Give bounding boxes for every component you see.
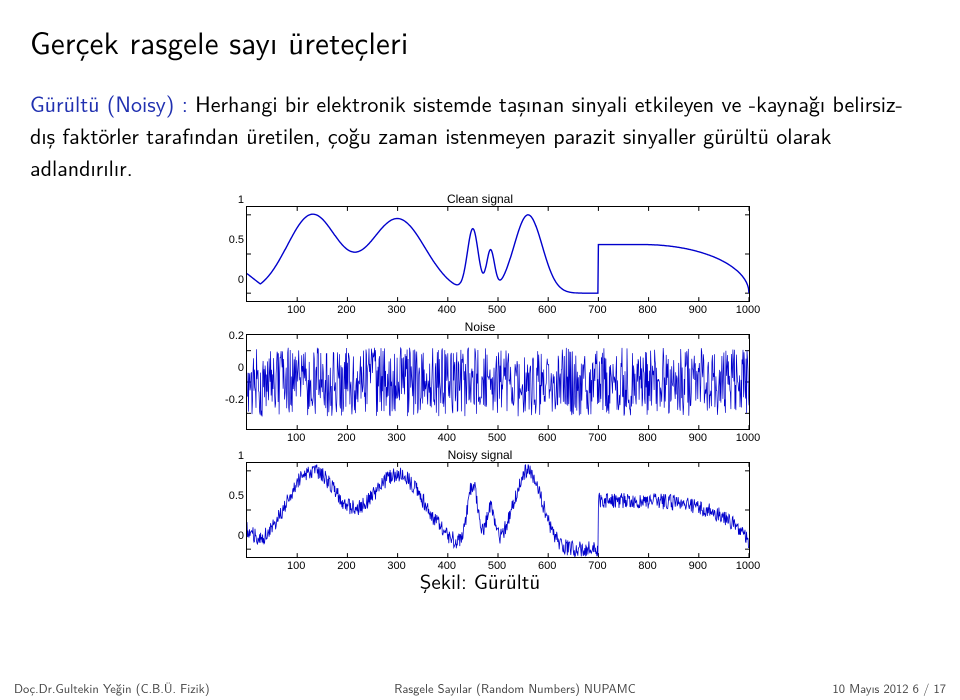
y-tick-labels: 00.51 [210,448,244,544]
slide: Gerçek rasgele sayı üreteçleri Gürültü (… [0,0,960,700]
footer-page: 10 Mayıs 2012 6 / 17 [756,679,960,697]
chart-noise: Noise -0.200.2 1002003004005006007008009… [210,320,750,430]
axes [246,206,750,302]
chart-title: Noisy signal [210,448,750,462]
axes [246,462,750,558]
y-tick-labels: 00.51 [210,192,244,288]
footer-author: Doç.Dr.Gultekin Yeğin (C.B.Ü. Fizik) [0,679,274,697]
figure-block: Clean signal 00.51 100200300400500600700… [210,192,750,596]
chart-noisy-signal: Noisy signal 00.51 100200300400500600700… [210,448,750,558]
definition-term: Gürültü (Noisy) : [30,87,188,119]
slide-title: Gerçek rasgele sayı üreteçleri [30,18,930,64]
chart-title: Clean signal [210,192,750,206]
axes [246,334,750,430]
slide-footer: Doç.Dr.Gultekin Yeğin (C.B.Ü. Fizik) Ras… [0,676,960,700]
footer-title: Rasgele Sayılar (Random Numbers) NUPAMC [274,679,756,697]
chart-title: Noise [210,320,750,334]
chart-clean-signal: Clean signal 00.51 100200300400500600700… [210,192,750,302]
y-tick-labels: -0.200.2 [210,320,244,416]
body-paragraph: Gürültü (Noisy) : Herhangi bir elektroni… [30,88,930,184]
